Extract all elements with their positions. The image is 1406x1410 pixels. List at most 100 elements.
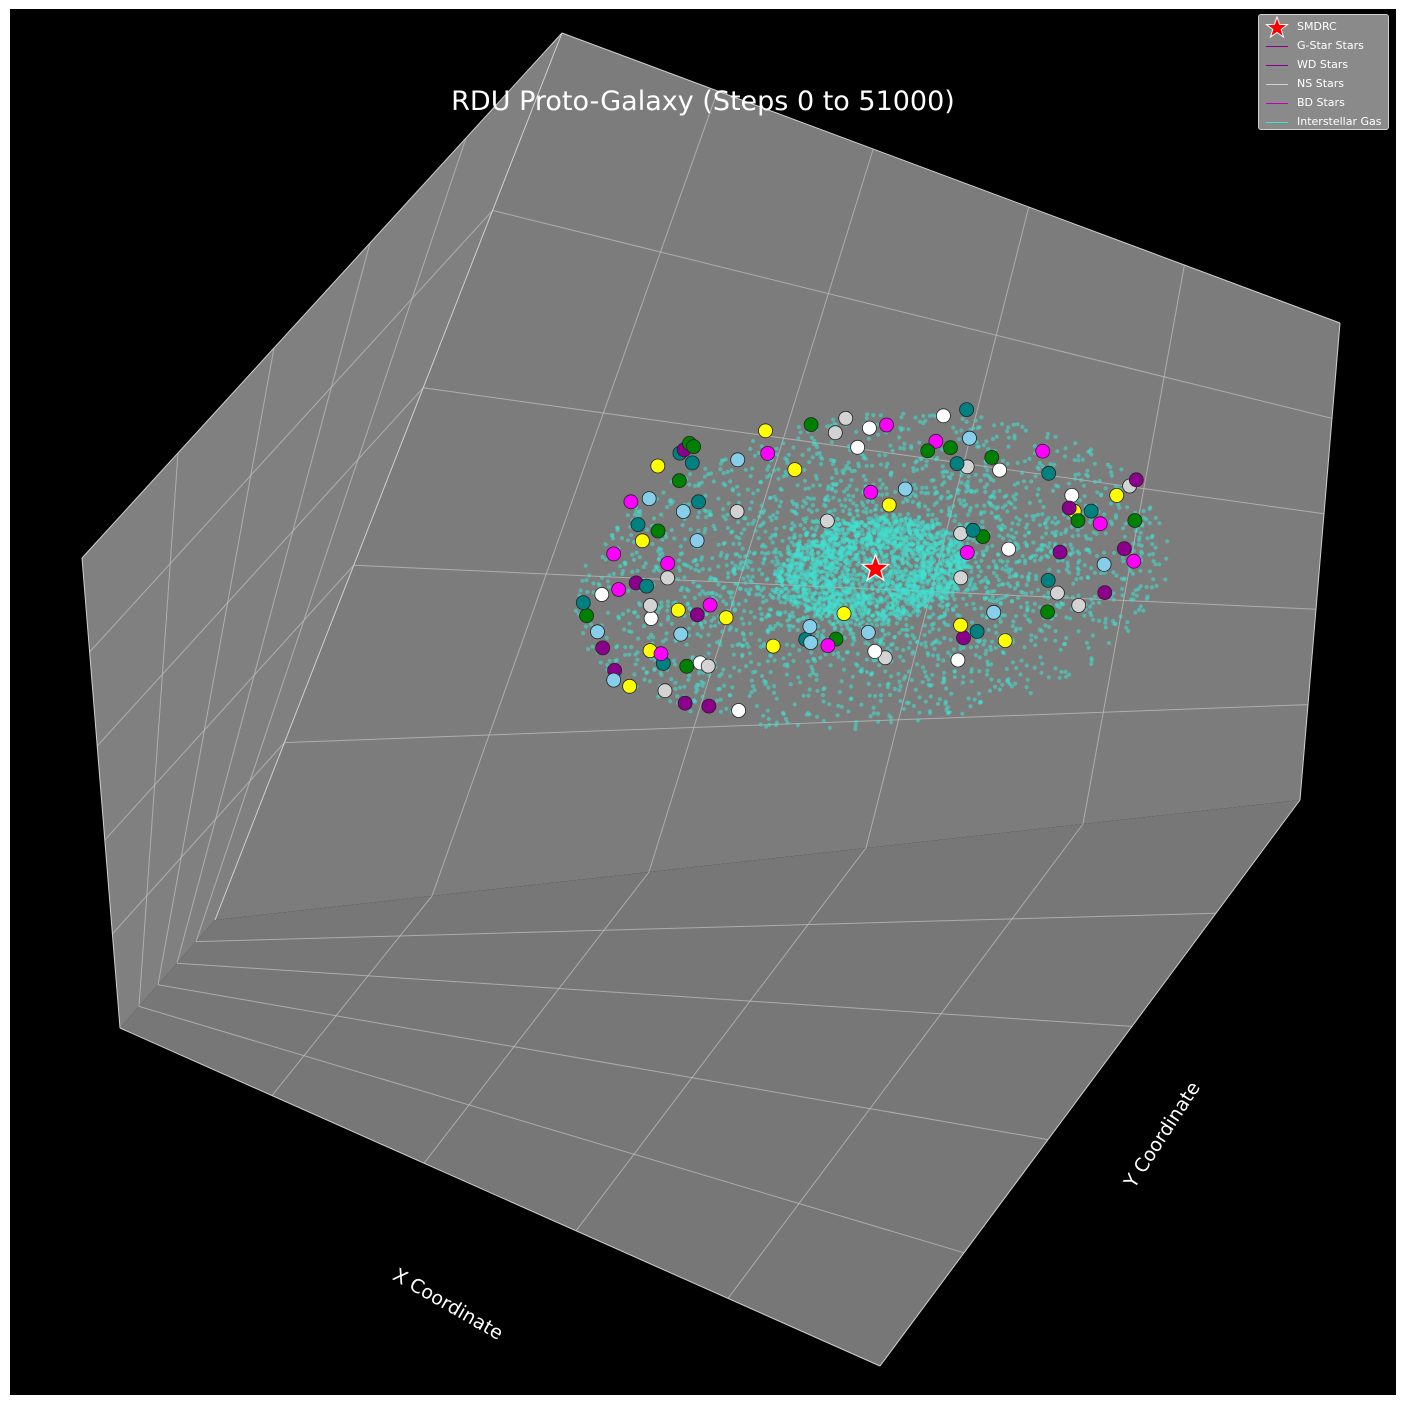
gas-particle [683, 537, 688, 542]
gas-particle [1150, 533, 1155, 539]
gas-particle [928, 606, 933, 611]
gas-particle [857, 561, 862, 566]
gas-particle [695, 687, 700, 692]
gas-particle [952, 559, 957, 564]
gas-particle [1136, 607, 1142, 613]
star-marker [1040, 604, 1055, 620]
gas-particle [1157, 562, 1162, 567]
star-marker [1052, 544, 1068, 560]
gas-particle [1089, 447, 1094, 452]
gas-particle [837, 582, 842, 588]
gas-particle [961, 674, 966, 679]
gas-particle [915, 523, 920, 528]
star-marker [606, 546, 622, 562]
gas-particle [1017, 517, 1022, 523]
gas-particle [931, 612, 936, 617]
box-edge [879, 799, 1301, 1367]
gas-particle [915, 557, 920, 562]
gas-particle [871, 705, 876, 710]
gas-particle [718, 697, 723, 702]
gas-particle [835, 599, 840, 604]
gas-particle [1042, 521, 1048, 526]
gas-particle [917, 419, 923, 424]
gas-particle [884, 528, 890, 533]
star-marker [1035, 443, 1051, 459]
gas-particle [951, 606, 956, 612]
gas-particle [992, 489, 997, 494]
gas-particle [833, 489, 838, 494]
gas-particle [827, 601, 832, 606]
gas-particle [1014, 515, 1019, 520]
gas-particle [868, 672, 873, 677]
gas-particle [786, 452, 791, 457]
gas-particle [880, 492, 885, 497]
gas-particle [932, 581, 937, 586]
gas-particle [806, 539, 811, 544]
gas-particle [901, 446, 907, 451]
gas-particle [766, 464, 771, 469]
gas-particle [877, 545, 882, 550]
gas-particle [828, 553, 833, 558]
gas-particle [1083, 533, 1088, 539]
gas-particle [827, 537, 832, 543]
gas-particle [875, 616, 880, 622]
gas-particle [1008, 584, 1013, 589]
gas-particle [885, 646, 890, 651]
gas-particle [890, 448, 895, 453]
gas-particle [855, 592, 860, 597]
gas-particle [819, 461, 824, 467]
gas-particle [723, 457, 728, 462]
gas-particle [924, 463, 929, 468]
gas-particle [759, 444, 765, 449]
gas-particle [666, 614, 671, 619]
gas-particle [864, 657, 870, 662]
gas-particle [641, 624, 647, 629]
box-edge [119, 1027, 881, 1367]
gas-particle [910, 542, 915, 548]
gas-particle [1047, 541, 1052, 546]
gas-particle [823, 549, 828, 555]
gas-particle [915, 574, 920, 579]
star-marker [679, 658, 695, 674]
legend-item-smdrc: SMDRC [1263, 15, 1384, 38]
gas-particle [842, 548, 847, 553]
gas-particle [931, 478, 936, 483]
gas-particle [1054, 529, 1059, 534]
gas-particle [739, 531, 744, 536]
gas-particle [906, 612, 911, 617]
gas-particle [726, 571, 731, 576]
gas-particle [997, 488, 1002, 493]
gas-particle [1103, 616, 1108, 622]
gas-particle [623, 652, 628, 658]
gas-particle [949, 556, 954, 561]
gas-particle [889, 606, 894, 611]
gas-particle [1020, 424, 1025, 429]
gas-particle [999, 421, 1005, 426]
gas-particle [844, 537, 849, 542]
gas-particle [877, 453, 882, 458]
gas-particle [716, 542, 721, 547]
gas-particle [888, 564, 894, 569]
gas-particle [972, 697, 977, 702]
gas-particle [993, 563, 999, 568]
gas-particle [696, 483, 701, 488]
gas-particle [915, 613, 920, 618]
gas-particle [952, 669, 957, 674]
gas-particle [1095, 490, 1100, 495]
gas-particle [941, 547, 946, 552]
gas-particle [855, 577, 861, 583]
star-marker [838, 410, 854, 426]
gas-particle [831, 544, 836, 549]
gas-particle [708, 624, 714, 629]
gas-particle [687, 673, 692, 678]
gas-particle [943, 590, 948, 595]
gas-particle [1080, 457, 1085, 462]
gas-particle [856, 464, 862, 469]
gas-particle [902, 523, 907, 528]
gas-particle [697, 592, 702, 597]
gas-particle [821, 699, 826, 704]
gas-particle [1019, 574, 1025, 579]
gas-particle [834, 481, 839, 486]
gas-particle [1015, 481, 1021, 486]
gas-particle [941, 675, 946, 681]
